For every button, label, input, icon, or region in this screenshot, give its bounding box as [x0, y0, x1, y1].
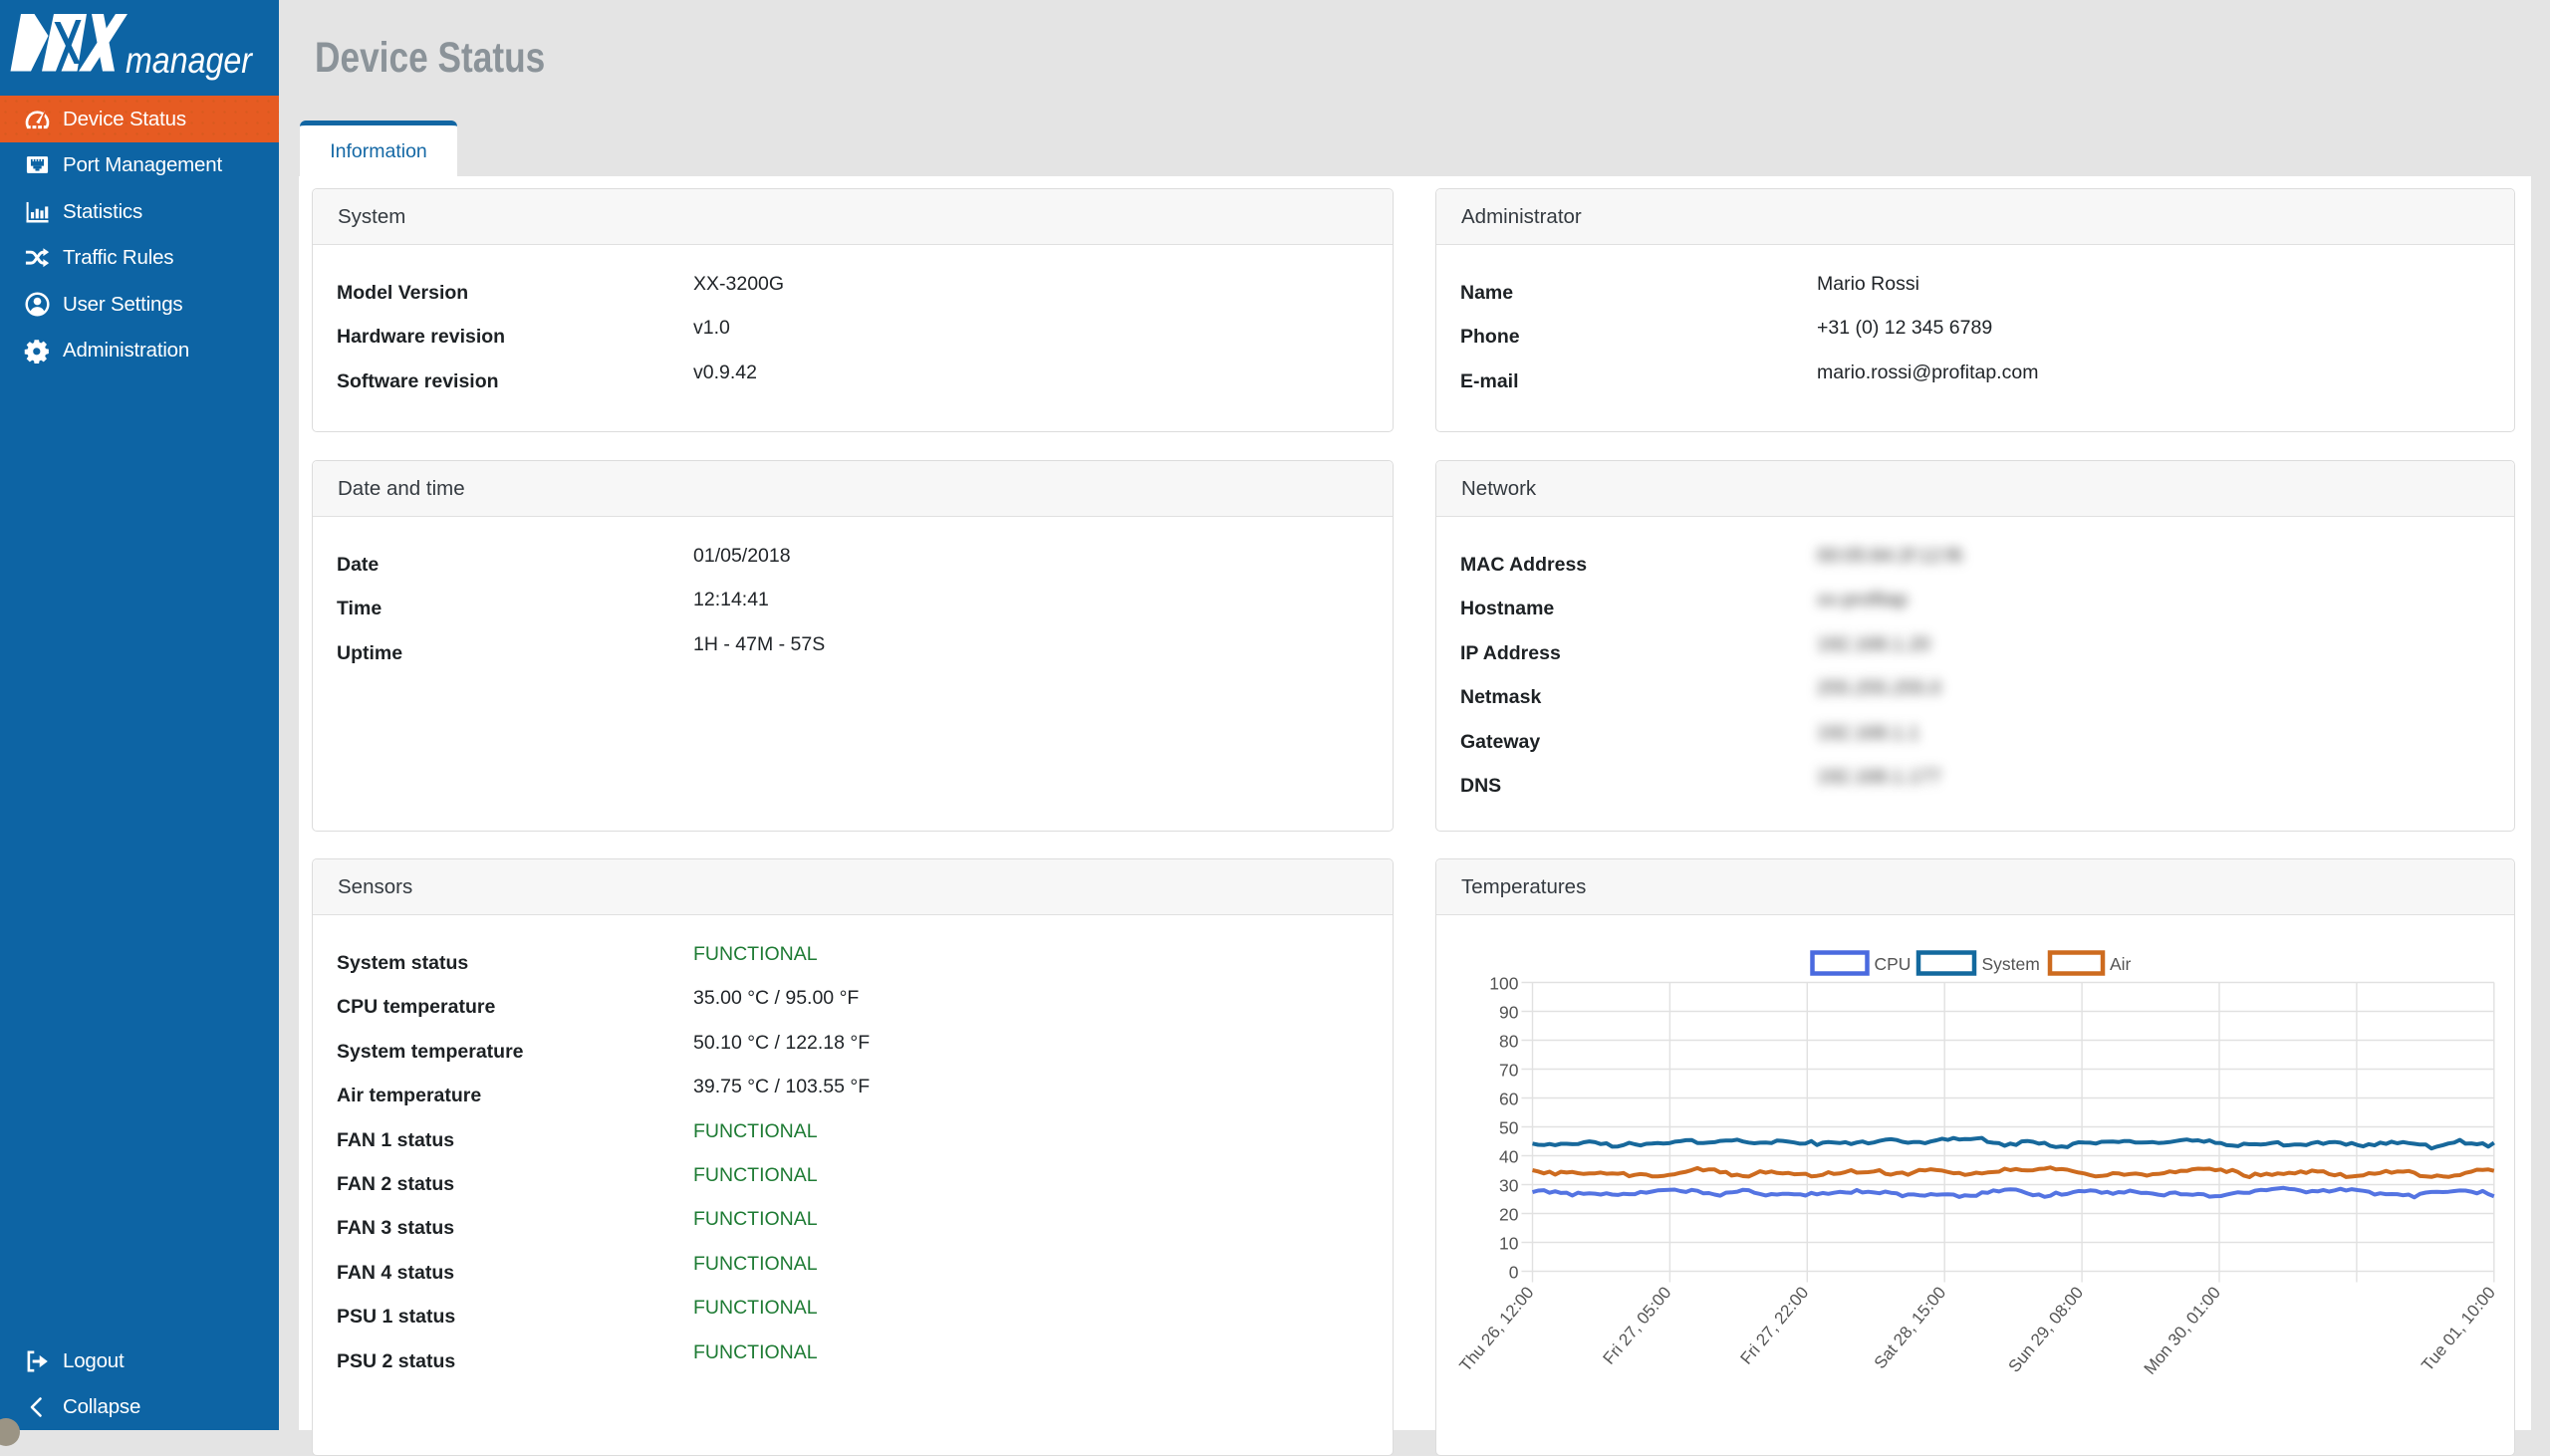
svg-text:Sun 29, 08:00: Sun 29, 08:00 [2005, 1283, 2088, 1375]
svg-text:50: 50 [1499, 1118, 1519, 1138]
svg-text:Air: Air [2110, 954, 2132, 974]
svg-text:20: 20 [1499, 1205, 1519, 1225]
svg-text:Tue 01, 10:00: Tue 01, 10:00 [2418, 1283, 2499, 1374]
svg-text:90: 90 [1499, 1003, 1519, 1023]
svg-text:60: 60 [1499, 1090, 1519, 1109]
svg-text:10: 10 [1499, 1234, 1519, 1254]
svg-text:Thu 26, 12:00: Thu 26, 12:00 [1456, 1283, 1538, 1375]
svg-text:System: System [1982, 954, 2040, 974]
svg-text:CPU: CPU [1875, 954, 1912, 974]
svg-text:70: 70 [1499, 1061, 1519, 1081]
svg-text:100: 100 [1489, 974, 1518, 994]
svg-text:80: 80 [1499, 1032, 1519, 1052]
svg-text:manager: manager [126, 40, 253, 81]
svg-text:Sat 28, 15:00: Sat 28, 15:00 [1871, 1283, 1950, 1372]
svg-text:30: 30 [1499, 1176, 1519, 1196]
svg-text:40: 40 [1499, 1147, 1519, 1167]
svg-text:Fri 27, 22:00: Fri 27, 22:00 [1736, 1283, 1812, 1367]
svg-text:Fri 27, 05:00: Fri 27, 05:00 [1600, 1283, 1675, 1367]
svg-text:Mon 30, 01:00: Mon 30, 01:00 [2141, 1283, 2224, 1377]
svg-text:0: 0 [1509, 1263, 1519, 1283]
